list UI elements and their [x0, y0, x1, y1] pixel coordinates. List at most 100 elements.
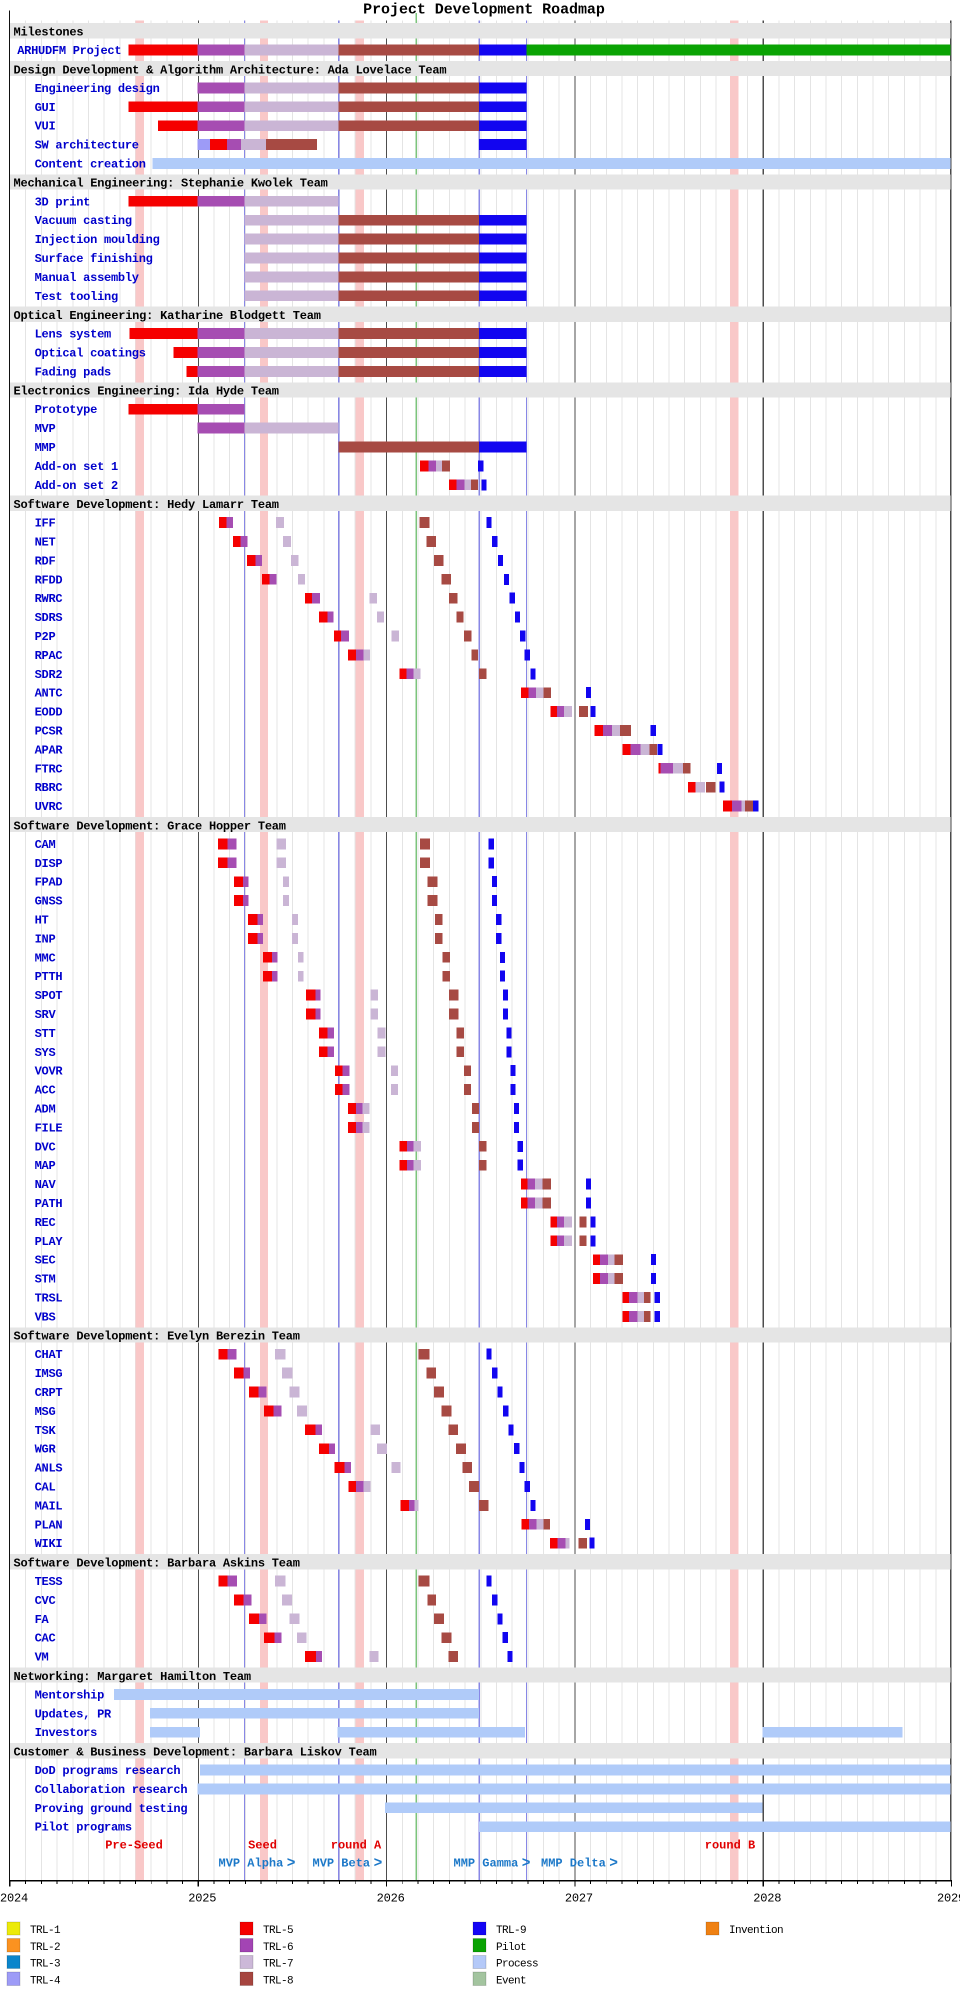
svg-text:2027: 2027 — [565, 1892, 593, 1906]
svg-text:STT: STT — [35, 1027, 56, 1041]
svg-text:P2P: P2P — [35, 630, 56, 644]
svg-text:DVC: DVC — [35, 1140, 56, 1154]
svg-text:MAIL: MAIL — [35, 1499, 63, 1513]
svg-text:Prototype: Prototype — [35, 403, 98, 417]
svg-text:Process: Process — [496, 1959, 538, 1971]
svg-text:round A: round A — [331, 1839, 382, 1853]
svg-text:WIKI: WIKI — [35, 1537, 63, 1551]
svg-text:2029: 2029 — [937, 1892, 960, 1906]
svg-text:Updates, PR: Updates, PR — [35, 1707, 112, 1721]
svg-text:Software Development: Hedy Lam: Software Development: Hedy Lamarr Team — [14, 498, 279, 512]
svg-text:Electronics Engineering: Ida H: Electronics Engineering: Ida Hyde Team — [14, 385, 279, 399]
svg-text:CAM: CAM — [35, 838, 56, 852]
svg-text:CAL: CAL — [35, 1481, 56, 1495]
svg-text:ANTC: ANTC — [35, 687, 63, 701]
svg-text:Event: Event — [496, 1975, 526, 1987]
svg-text:SYS: SYS — [35, 1046, 56, 1060]
svg-text:Invention: Invention — [729, 1925, 783, 1937]
svg-text:VBS: VBS — [35, 1310, 56, 1324]
svg-text:Fading pads: Fading pads — [35, 365, 111, 379]
svg-text:TRL-6: TRL-6 — [263, 1942, 293, 1954]
svg-text:Software Development: Grace Ho: Software Development: Grace Hopper Team — [14, 819, 286, 833]
svg-text:Pilot programs: Pilot programs — [35, 1821, 132, 1835]
svg-text:Test tooling: Test tooling — [35, 290, 118, 304]
svg-text:PCSR: PCSR — [35, 725, 64, 739]
svg-text:ARHUDFM Project: ARHUDFM Project — [17, 44, 121, 58]
svg-text:MMP Gamma: MMP Gamma — [454, 1857, 519, 1871]
svg-text:SDR2: SDR2 — [35, 668, 63, 682]
svg-text:Project Development Roadmap: Project Development Roadmap — [363, 2, 605, 19]
svg-text:FPAD: FPAD — [35, 876, 63, 890]
svg-text:Vacuum casting: Vacuum casting — [35, 214, 132, 228]
svg-text:Lens system: Lens system — [35, 328, 111, 342]
svg-text:Pre-Seed: Pre-Seed — [105, 1839, 163, 1853]
svg-text:TSK: TSK — [35, 1424, 57, 1438]
svg-text:Proving ground testing: Proving ground testing — [35, 1802, 188, 1816]
svg-text:Add-on set 2: Add-on set 2 — [35, 479, 118, 493]
svg-text:MVP Beta: MVP Beta — [313, 1857, 371, 1871]
svg-text:FA: FA — [35, 1613, 50, 1627]
svg-text:PLAY: PLAY — [35, 1235, 64, 1249]
svg-text:MMP Delta: MMP Delta — [541, 1857, 606, 1871]
svg-text:VOVR: VOVR — [35, 1065, 64, 1079]
svg-text:PATH: PATH — [35, 1197, 63, 1211]
svg-text:Injection moulding: Injection moulding — [35, 233, 160, 247]
svg-text:MMP: MMP — [35, 441, 56, 455]
svg-text:RPAC: RPAC — [35, 649, 63, 663]
svg-text:Manual assembly: Manual assembly — [35, 271, 139, 285]
svg-text:Investors: Investors — [35, 1726, 98, 1740]
svg-text:RDF: RDF — [35, 554, 56, 568]
svg-text:2026: 2026 — [377, 1892, 405, 1906]
svg-text:TRL-7: TRL-7 — [263, 1959, 293, 1971]
svg-text:WGR: WGR — [35, 1443, 57, 1457]
svg-text:2024: 2024 — [0, 1892, 28, 1906]
svg-text:NAV: NAV — [35, 1178, 57, 1192]
svg-text:RBRC: RBRC — [35, 781, 63, 795]
svg-text:Pilot: Pilot — [496, 1942, 526, 1954]
svg-text:IMSG: IMSG — [35, 1367, 63, 1381]
svg-text:MVP Alpha: MVP Alpha — [219, 1857, 284, 1871]
svg-text:SEC: SEC — [35, 1254, 56, 1268]
svg-text:EODD: EODD — [35, 706, 63, 720]
svg-text:STM: STM — [35, 1273, 56, 1287]
svg-text:TRL-4: TRL-4 — [30, 1975, 61, 1987]
svg-text:NET: NET — [35, 536, 56, 550]
svg-text:FTRC: FTRC — [35, 762, 63, 776]
svg-text:TRL-5: TRL-5 — [263, 1925, 293, 1937]
svg-text:SW architecture: SW architecture — [35, 139, 139, 153]
svg-text:IFF: IFF — [35, 517, 56, 531]
svg-text:VM: VM — [35, 1651, 49, 1665]
svg-text:>: > — [374, 1856, 383, 1872]
svg-text:Design Development & Algorithm: Design Development & Algorithm Architect… — [14, 63, 447, 77]
svg-text:Software Development: Evelyn B: Software Development: Evelyn Berezin Tea… — [14, 1330, 300, 1344]
svg-text:Optical Engineering: Katharine: Optical Engineering: Katharine Blodgett … — [14, 309, 321, 323]
svg-text:TRL-1: TRL-1 — [30, 1925, 61, 1937]
svg-text:CAC: CAC — [35, 1632, 56, 1646]
svg-text:Collaboration research: Collaboration research — [35, 1783, 188, 1797]
svg-text:2025: 2025 — [188, 1892, 216, 1906]
svg-text:>: > — [609, 1856, 618, 1872]
svg-text:Optical coatings: Optical coatings — [35, 347, 146, 361]
svg-text:CVC: CVC — [35, 1594, 56, 1608]
svg-text:GUI: GUI — [35, 101, 56, 115]
svg-text:PTTH: PTTH — [35, 970, 63, 984]
svg-text:TRSL: TRSL — [35, 1292, 63, 1306]
svg-text:HT: HT — [35, 914, 49, 928]
svg-text:TESS: TESS — [35, 1575, 63, 1589]
svg-text:VUI: VUI — [35, 120, 56, 134]
svg-text:>: > — [522, 1856, 531, 1872]
svg-text:Mentorship: Mentorship — [35, 1688, 104, 1702]
svg-text:MSG: MSG — [35, 1405, 56, 1419]
svg-text:Seed: Seed — [248, 1839, 277, 1853]
svg-text:2028: 2028 — [753, 1892, 781, 1906]
svg-text:Add-on set 1: Add-on set 1 — [35, 460, 118, 474]
svg-text:PLAN: PLAN — [35, 1518, 63, 1532]
svg-text:TRL-3: TRL-3 — [30, 1959, 60, 1971]
svg-text:TRL-8: TRL-8 — [263, 1975, 293, 1987]
svg-text:ADM: ADM — [35, 1103, 56, 1117]
svg-text:UVRC: UVRC — [35, 800, 63, 814]
svg-text:RWRC: RWRC — [35, 592, 63, 606]
svg-text:SDRS: SDRS — [35, 611, 63, 625]
svg-text:TRL-9: TRL-9 — [496, 1925, 526, 1937]
svg-text:MAP: MAP — [35, 1159, 56, 1173]
